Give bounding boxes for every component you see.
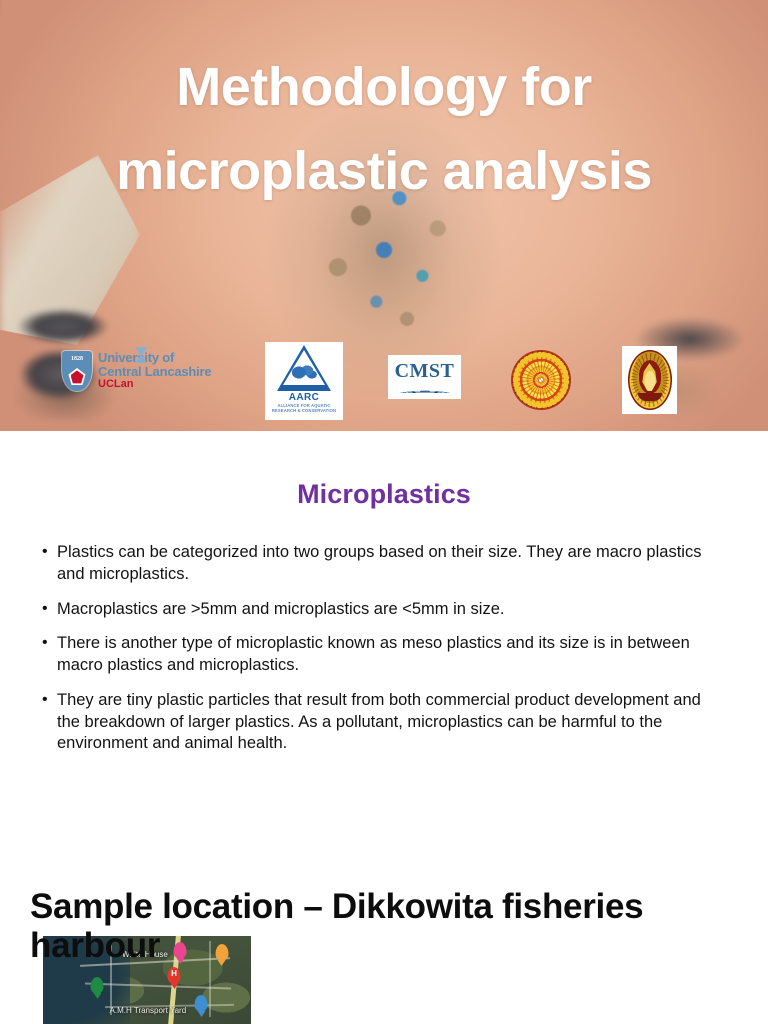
road: [209, 941, 212, 1017]
map-label-white-house: White House: [122, 950, 168, 960]
uclan-rays-icon: [124, 347, 158, 363]
map-pin-pink[interactable]: [173, 941, 187, 959]
aarc-fish-icon: [291, 364, 317, 381]
uclan-line-2: Central Lancashire: [98, 363, 212, 379]
map-pin-hospital[interactable]: H: [167, 966, 181, 984]
emblem-letter-ring-icon: [512, 351, 570, 409]
aarc-logo: AARC ALLIANCE FOR AQUATIC RESEARCH & CON…: [265, 342, 343, 420]
hero-title: Methodology for microplastic analysis: [0, 46, 768, 213]
bullet-item: There is another type of microplastic kn…: [42, 632, 728, 677]
uclan-logo: 1828 University of Central Lancashire UC…: [62, 347, 212, 391]
hero-title-line-1: Methodology for: [176, 57, 592, 118]
microplastics-slide: Microplastics Plastics can be categorize…: [0, 431, 768, 845]
cmst-logo: CMST: [388, 355, 461, 399]
sample-location-heading: Sample location – Dikkowita fisheries ha…: [30, 887, 644, 966]
map-pin-orange[interactable]: [215, 943, 229, 961]
map-label-transport-yard: A.M.H Transport Yard: [109, 1006, 187, 1016]
road: [109, 944, 112, 1016]
map-pin-blue[interactable]: [194, 994, 208, 1012]
map-pin-glyph: H: [171, 969, 177, 979]
bullet-item: Plastics can be categorized into two gro…: [42, 541, 728, 586]
uclan-shield-icon: 1828: [62, 351, 92, 391]
bullet-item: Macroplastics are >5mm and microplastics…: [42, 598, 728, 621]
cmst-acronym: CMST: [394, 360, 455, 382]
emblem-lamp-icon: [627, 350, 672, 410]
aarc-acronym: AARC: [288, 392, 320, 403]
microplastics-heading: Microplastics: [297, 479, 471, 509]
emblem-oval-letter-ring-icon: [630, 353, 669, 407]
university-oval-emblem: [622, 346, 677, 414]
microplastics-bullet-list: Plastics can be categorized into two gro…: [42, 541, 728, 755]
map-overview[interactable]: H White House A.M.H Transport Yard: [43, 936, 251, 1024]
partner-logo-strip: 1828 University of Central Lancashire UC…: [0, 342, 768, 423]
uclan-rose-icon: [68, 368, 86, 385]
uclan-founding-year: 1828: [71, 356, 83, 362]
water-body: [43, 936, 131, 1024]
aarc-subtitle: ALLIANCE FOR AQUATIC RESEARCH & CONSERVA…: [271, 403, 337, 414]
bullet-item: They are tiny plastic particles that res…: [42, 689, 728, 755]
uclan-line-3: UCLan: [98, 378, 134, 391]
hero-title-line-2: microplastic analysis: [116, 140, 652, 201]
aarc-triangle-icon: [277, 345, 331, 391]
map-pin-green[interactable]: [90, 977, 104, 995]
cmst-wave-icon: [394, 382, 455, 393]
hero-slide: Methodology for microplastic analysis 18…: [0, 0, 768, 431]
sri-lanka-round-emblem: [511, 350, 571, 410]
sample-location-slide: Sample location – Dikkowita fisheries ha…: [0, 845, 768, 1024]
